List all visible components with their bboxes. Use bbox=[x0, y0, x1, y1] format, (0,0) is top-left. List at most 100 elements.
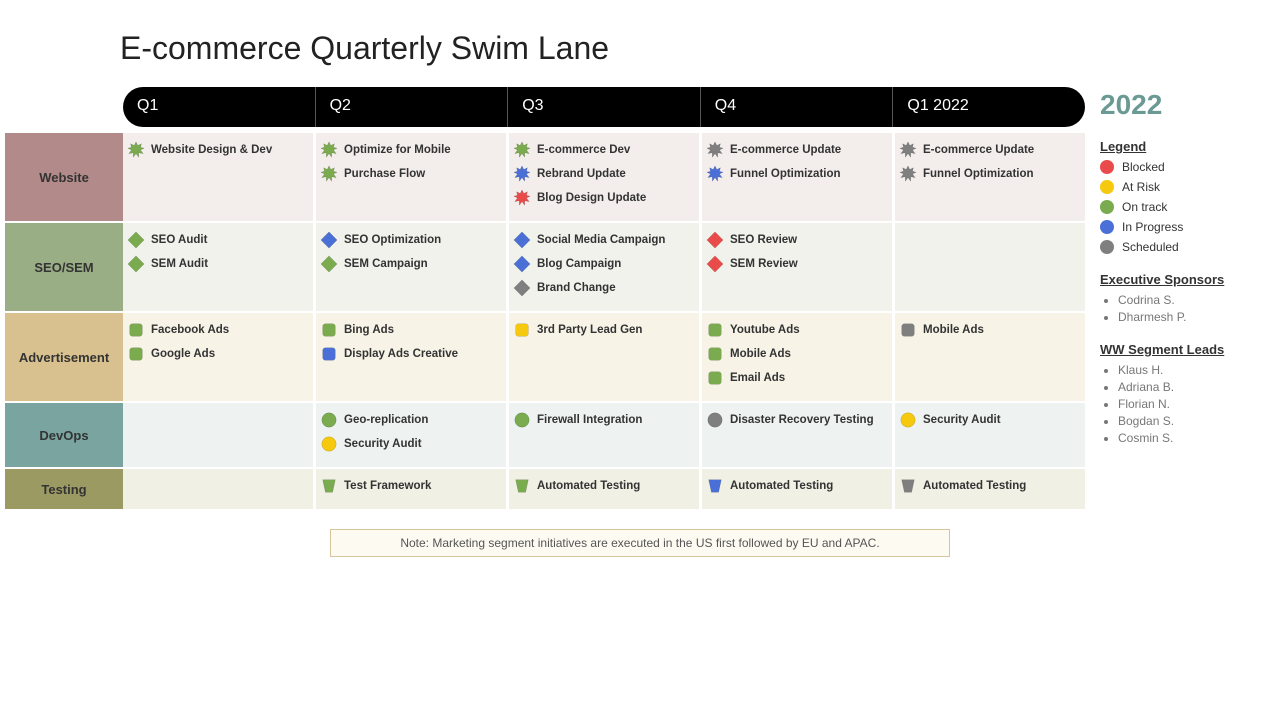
task-item: E-commerce Update bbox=[899, 141, 1081, 159]
task-item: SEM Review bbox=[706, 255, 888, 273]
lead-name: Cosmin S. bbox=[1118, 431, 1265, 445]
year-badge: 2022 bbox=[1100, 89, 1265, 121]
lane-cell: Firewall Integration bbox=[509, 403, 702, 467]
task-label: Funnel Optimization bbox=[730, 168, 841, 180]
task-item: Funnel Optimization bbox=[706, 165, 888, 183]
sponsor-name: Codrina S. bbox=[1118, 293, 1265, 307]
lane-body: Facebook Ads Google Ads Bing Ads Display… bbox=[123, 313, 1085, 401]
status-icon bbox=[899, 165, 917, 183]
lane-body: Geo-replication Security Audit Firewall … bbox=[123, 403, 1085, 467]
status-icon bbox=[513, 255, 531, 273]
task-label: E-commerce Dev bbox=[537, 144, 630, 156]
task-label: Purchase Flow bbox=[344, 168, 425, 180]
lane-label: Website bbox=[5, 133, 123, 221]
status-icon bbox=[899, 477, 917, 495]
legend-dot bbox=[1100, 180, 1114, 194]
status-icon bbox=[513, 141, 531, 159]
task-item: Disaster Recovery Testing bbox=[706, 411, 888, 429]
lane-row: DevOps Geo-replication Security Audit Fi… bbox=[5, 403, 1085, 467]
status-icon bbox=[127, 255, 145, 273]
status-icon bbox=[320, 477, 338, 495]
task-item: Display Ads Creative bbox=[320, 345, 502, 363]
task-item: Automated Testing bbox=[706, 477, 888, 495]
task-label: Blog Design Update bbox=[537, 192, 646, 204]
status-icon bbox=[513, 411, 531, 429]
status-icon bbox=[513, 321, 531, 339]
quarter-col: Q3 bbox=[508, 87, 701, 127]
lane-cell: Automated Testing bbox=[895, 469, 1085, 509]
task-item: Firewall Integration bbox=[513, 411, 695, 429]
lane-cell bbox=[123, 403, 316, 467]
lead-name: Florian N. bbox=[1118, 397, 1265, 411]
lane-label: SEO/SEM bbox=[5, 223, 123, 311]
lane-cell: Youtube Ads Mobile Ads Email Ads bbox=[702, 313, 895, 401]
lane-cell: Geo-replication Security Audit bbox=[316, 403, 509, 467]
lane-body: Test Framework Automated Testing Automat… bbox=[123, 469, 1085, 509]
task-label: SEM Audit bbox=[151, 258, 208, 270]
status-icon bbox=[127, 345, 145, 363]
lane-cell: 3rd Party Lead Gen bbox=[509, 313, 702, 401]
task-label: Automated Testing bbox=[537, 480, 640, 492]
task-item: Brand Change bbox=[513, 279, 695, 297]
lead-name: Klaus H. bbox=[1118, 363, 1265, 377]
task-label: Website Design & Dev bbox=[151, 144, 272, 156]
task-label: Rebrand Update bbox=[537, 168, 626, 180]
lane-cell: Facebook Ads Google Ads bbox=[123, 313, 316, 401]
status-icon bbox=[513, 477, 531, 495]
lane-body: SEO Audit SEM Audit SEO Optimization SEM… bbox=[123, 223, 1085, 311]
lane-cell: Bing Ads Display Ads Creative bbox=[316, 313, 509, 401]
status-icon bbox=[899, 411, 917, 429]
status-icon bbox=[320, 165, 338, 183]
task-label: Mobile Ads bbox=[730, 348, 791, 360]
status-icon bbox=[706, 255, 724, 273]
status-icon bbox=[706, 411, 724, 429]
task-item: Google Ads bbox=[127, 345, 309, 363]
task-item: Email Ads bbox=[706, 369, 888, 387]
task-item: Youtube Ads bbox=[706, 321, 888, 339]
task-label: Disaster Recovery Testing bbox=[730, 414, 874, 426]
status-icon bbox=[513, 165, 531, 183]
legend-label: On track bbox=[1122, 200, 1167, 214]
lane-row: Advertisement Facebook Ads Google Ads Bi… bbox=[5, 313, 1085, 401]
legend-label: Scheduled bbox=[1122, 240, 1179, 254]
task-label: SEO Audit bbox=[151, 234, 207, 246]
status-icon bbox=[320, 231, 338, 249]
task-item: Purchase Flow bbox=[320, 165, 502, 183]
legend-item: Scheduled bbox=[1100, 240, 1265, 254]
footer-note: Note: Marketing segment initiatives are … bbox=[330, 529, 950, 557]
status-icon bbox=[706, 369, 724, 387]
lane-cell: SEO Optimization SEM Campaign bbox=[316, 223, 509, 311]
status-icon bbox=[706, 231, 724, 249]
lane-label: Advertisement bbox=[5, 313, 123, 401]
lane-row: Website Website Design & Dev Optimize fo… bbox=[5, 133, 1085, 221]
swimlane-panel: Q1Q2Q3Q4Q1 2022 Website Website Design &… bbox=[5, 87, 1085, 511]
task-item: Test Framework bbox=[320, 477, 502, 495]
status-icon bbox=[706, 141, 724, 159]
task-label: Email Ads bbox=[730, 372, 785, 384]
lane-cell: SEO Audit SEM Audit bbox=[123, 223, 316, 311]
task-item: 3rd Party Lead Gen bbox=[513, 321, 695, 339]
quarter-col: Q1 bbox=[123, 87, 316, 127]
task-label: 3rd Party Lead Gen bbox=[537, 324, 642, 336]
lane-cell bbox=[123, 469, 316, 509]
main-layout: Q1Q2Q3Q4Q1 2022 Website Website Design &… bbox=[0, 87, 1280, 511]
status-icon bbox=[706, 165, 724, 183]
task-item: E-commerce Update bbox=[706, 141, 888, 159]
status-icon bbox=[320, 255, 338, 273]
task-label: SEM Review bbox=[730, 258, 798, 270]
legend-list: Blocked At Risk On track In Progress Sch… bbox=[1100, 160, 1265, 254]
status-icon bbox=[513, 231, 531, 249]
lane-cell: E-commerce Dev Rebrand Update Blog Desig… bbox=[509, 133, 702, 221]
legend-item: Blocked bbox=[1100, 160, 1265, 174]
lane-cell: E-commerce Update Funnel Optimization bbox=[702, 133, 895, 221]
lead-name: Adriana B. bbox=[1118, 380, 1265, 394]
legend-dot bbox=[1100, 200, 1114, 214]
status-icon bbox=[513, 279, 531, 297]
leads-title: WW Segment Leads bbox=[1100, 342, 1265, 357]
task-item: Blog Campaign bbox=[513, 255, 695, 273]
quarter-header: Q1Q2Q3Q4Q1 2022 bbox=[123, 87, 1085, 127]
task-label: Optimize for Mobile bbox=[344, 144, 451, 156]
task-item: Bing Ads bbox=[320, 321, 502, 339]
task-label: SEO Optimization bbox=[344, 234, 441, 246]
task-label: Geo-replication bbox=[344, 414, 428, 426]
